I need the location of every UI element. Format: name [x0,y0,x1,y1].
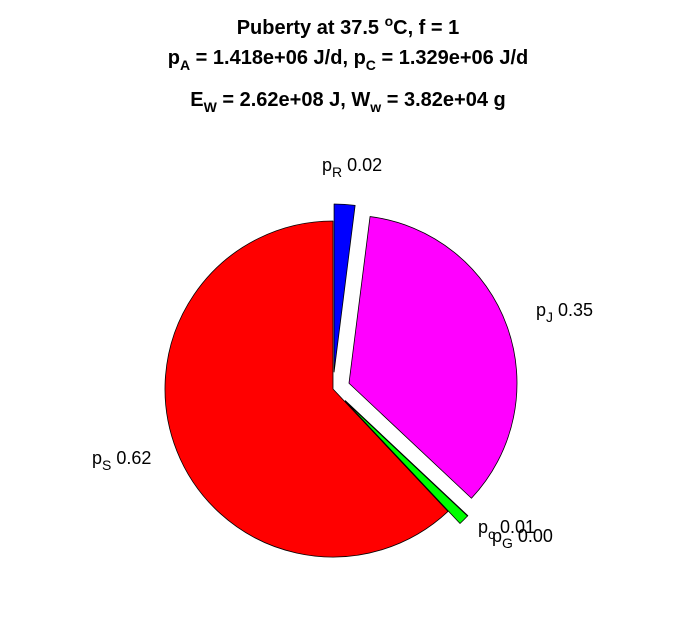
slice-label-pS: pS 0.62 [92,448,151,473]
pie-slices [164,203,518,558]
chart-title: Puberty at 37.5 oC, f = 1 pA = 1.418e+06… [168,13,529,115]
pie-slice-pc [344,400,468,524]
slice-label-pJ: pJ 0.35 [536,300,593,325]
slice-label-pc: pc 0.01 [478,517,535,542]
slice-labels: pR 0.02 pJ 0.35 pc 0.01 pG 0.00 pS 0.62 [92,155,593,551]
title-line-1: Puberty at 37.5 oC, f = 1 [237,13,460,39]
slice-label-pG: pG 0.00 [492,526,553,551]
slice-label-pR: pR 0.02 [322,155,382,180]
title-line-3: EW = 2.62e+08 J, Ww = 3.82e+04 g [190,89,505,115]
pie-slice-pJ [348,216,518,499]
pie-slice-pR [333,203,356,373]
title-line-2: pA = 1.418e+06 J/d, pC = 1.329e+06 J/d [168,47,529,73]
pie-slice-pS [164,220,449,558]
